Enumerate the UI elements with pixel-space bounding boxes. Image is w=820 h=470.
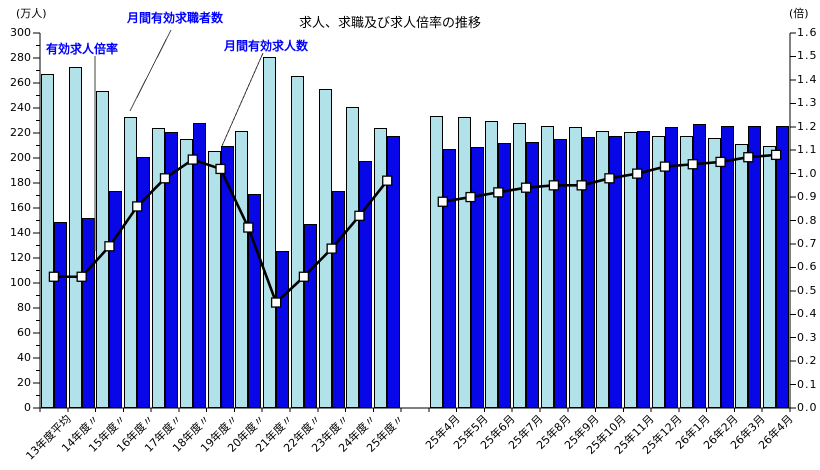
ratio-marker xyxy=(743,152,754,163)
ratio-marker xyxy=(715,156,726,168)
left-axis-tick-label: 20 xyxy=(17,376,31,389)
left-axis-tick-label: 180 xyxy=(10,176,31,189)
right-axis-tick-label: 0.5 xyxy=(797,283,818,297)
right-axis-tick-label: 0.8 xyxy=(797,213,818,227)
ratio-marker xyxy=(104,241,115,252)
ratio-marker xyxy=(604,173,615,184)
ratio-marker xyxy=(465,191,476,203)
left-axis-tick-label: 100 xyxy=(10,276,31,289)
left-axis-tick-label: 140 xyxy=(10,226,31,239)
bar-jobseekers xyxy=(346,106,360,408)
right-axis-tick-label: 1.3 xyxy=(797,96,818,110)
bar-offers xyxy=(526,141,540,408)
bar-offers xyxy=(470,146,484,408)
ratio-marker xyxy=(687,159,698,170)
ratio-marker xyxy=(548,180,560,191)
ratio-marker xyxy=(520,182,532,193)
ratio-marker xyxy=(326,243,337,254)
offers-series-annotation: 月間有効求人数 xyxy=(224,39,309,53)
right-axis-tick-label: 0.9 xyxy=(797,190,818,204)
offers-annotation-leader xyxy=(221,52,264,147)
ratio-marker xyxy=(576,180,587,191)
right-axis-tick-label: 1.6 xyxy=(797,26,818,39)
left-axis-tick-label: 280 xyxy=(10,51,31,64)
left-axis-tick-label: 160 xyxy=(10,201,31,214)
left-axis-tick-label: 40 xyxy=(17,351,31,364)
ratio-line xyxy=(53,158,389,304)
ratio-marker xyxy=(382,175,393,186)
bar-jobseekers xyxy=(68,66,82,408)
ratio-marker xyxy=(493,187,504,198)
bar-offers xyxy=(581,136,595,408)
left-axis-tick-label: 300 xyxy=(10,26,31,39)
ratio-marker xyxy=(48,271,60,282)
right-axis-tick-label: 0.6 xyxy=(797,260,818,274)
bar-jobseekers xyxy=(124,116,138,408)
bar-jobseekers xyxy=(263,56,277,408)
left-axis-unit-label: (万人) xyxy=(16,7,47,20)
ratio-series-annotation: 有効求人倍率 xyxy=(46,42,119,56)
left-axis-tick-label: 220 xyxy=(10,126,31,139)
bar-offers xyxy=(665,126,678,408)
right-axis-tick-label: 1.4 xyxy=(797,72,818,86)
left-axis-tick-label: 0 xyxy=(24,401,31,414)
jobseekers-series-annotation: 月間有効求職者数 xyxy=(127,11,224,25)
ratio-marker xyxy=(632,168,643,179)
ratio-marker xyxy=(354,210,365,221)
bar-offers xyxy=(165,131,178,408)
ratio-marker xyxy=(159,173,171,184)
ratio-marker xyxy=(770,149,782,161)
ratio-marker xyxy=(659,161,671,172)
left-axis-tick-label: 120 xyxy=(10,251,31,264)
left-axis-tick-label: 240 xyxy=(10,101,31,114)
left-axis-tick-label: 80 xyxy=(17,301,31,314)
ratio-marker xyxy=(76,271,87,282)
right-axis-tick-label: 0.0 xyxy=(797,401,818,414)
ratio-marker xyxy=(437,196,448,207)
right-axis-tick-label: 1.1 xyxy=(797,143,818,157)
ratio-marker xyxy=(187,154,198,165)
left-axis-tick-label: 200 xyxy=(10,151,31,164)
ratio-marker xyxy=(298,271,310,282)
right-axis-tick-label: 0.1 xyxy=(797,377,818,391)
right-axis-unit-label: (倍) xyxy=(789,7,809,20)
left-axis-tick-label: 260 xyxy=(10,76,31,89)
bar-jobseekers xyxy=(568,126,582,408)
right-axis-tick-label: 1.2 xyxy=(797,119,818,133)
right-axis-tick-label: 0.2 xyxy=(797,354,818,368)
right-axis-tick-label: 1.0 xyxy=(797,166,818,180)
ratio-marker xyxy=(243,222,254,233)
right-axis-tick-label: 0.4 xyxy=(797,307,818,321)
right-axis-tick-label: 0.3 xyxy=(797,330,818,344)
bar-jobseekers xyxy=(457,116,471,408)
right-axis-tick-label: 1.5 xyxy=(797,49,818,63)
left-axis-tick-label: 60 xyxy=(17,326,31,339)
jobseekers-annotation-leader xyxy=(129,29,172,112)
ratio-marker xyxy=(215,163,226,175)
bar-offers xyxy=(53,221,67,408)
ratio-marker xyxy=(132,201,143,212)
bar-jobseekers xyxy=(624,131,638,408)
bar-offers xyxy=(137,156,151,408)
chart-title: 求人、求職及び求人倍率の推移 xyxy=(298,16,481,31)
ratio-marker xyxy=(270,297,282,308)
right-axis-tick-label: 0.7 xyxy=(797,236,818,250)
